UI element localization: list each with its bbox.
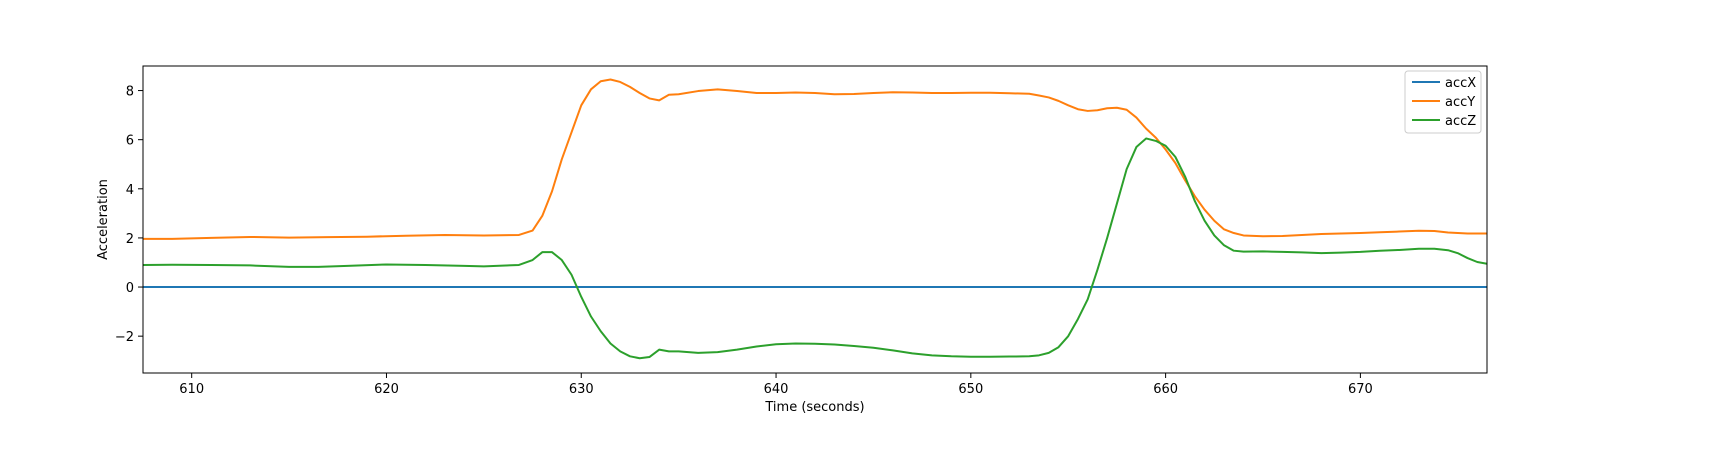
y-tick-label: 2 xyxy=(126,232,134,247)
y-tick-label: 0 xyxy=(126,281,134,296)
x-tick-label: 640 xyxy=(764,382,789,397)
y-tick-label: 8 xyxy=(126,85,134,100)
legend-label-accY: accY xyxy=(1445,95,1475,110)
legend: accX accY accZ xyxy=(1404,70,1482,134)
x-tick-label: 630 xyxy=(569,382,594,397)
y-axis-label: Acceleration xyxy=(96,179,111,260)
series-line-accY xyxy=(143,78,1487,240)
plot-frame xyxy=(142,65,1488,374)
plot-lines xyxy=(143,78,1487,360)
y-tick-label: 4 xyxy=(126,183,134,198)
y-tick-label: 6 xyxy=(126,134,134,149)
legend-label-accZ: accZ xyxy=(1445,114,1476,129)
legend-box xyxy=(1404,70,1482,134)
x-tick-label: 610 xyxy=(179,382,204,397)
legend-label-accX: accX xyxy=(1445,76,1476,91)
x-axis: 610 620 630 640 650 660 670 xyxy=(179,373,1373,397)
x-tick-label: 670 xyxy=(1348,382,1373,397)
y-axis: −2 0 2 4 6 8 xyxy=(115,85,143,345)
series-line-accZ xyxy=(143,137,1487,360)
x-tick-label: 660 xyxy=(1153,382,1178,397)
x-axis-label: Time (seconds) xyxy=(764,400,864,415)
x-tick-label: 650 xyxy=(958,382,983,397)
y-tick-label: −2 xyxy=(115,330,134,345)
x-tick-label: 620 xyxy=(374,382,399,397)
